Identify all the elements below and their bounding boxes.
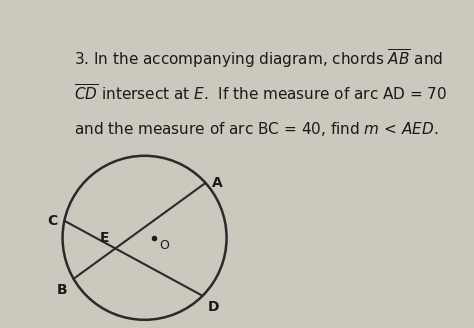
Text: and the measure of arc BC = 40, find $m$ < $AED$.: and the measure of arc BC = 40, find $m$… (74, 120, 438, 138)
Text: $\overline{CD}$ intersect at $E$.  If the measure of arc AD = 70: $\overline{CD}$ intersect at $E$. If the… (74, 84, 447, 104)
Text: O: O (159, 239, 169, 253)
Text: C: C (47, 214, 58, 228)
Text: B: B (56, 283, 67, 297)
Text: A: A (212, 176, 223, 190)
Text: E: E (99, 231, 109, 245)
Text: D: D (208, 300, 219, 314)
Text: 3. In the accompanying diagram, chords $\overline{AB}$ and: 3. In the accompanying diagram, chords $… (74, 47, 443, 70)
